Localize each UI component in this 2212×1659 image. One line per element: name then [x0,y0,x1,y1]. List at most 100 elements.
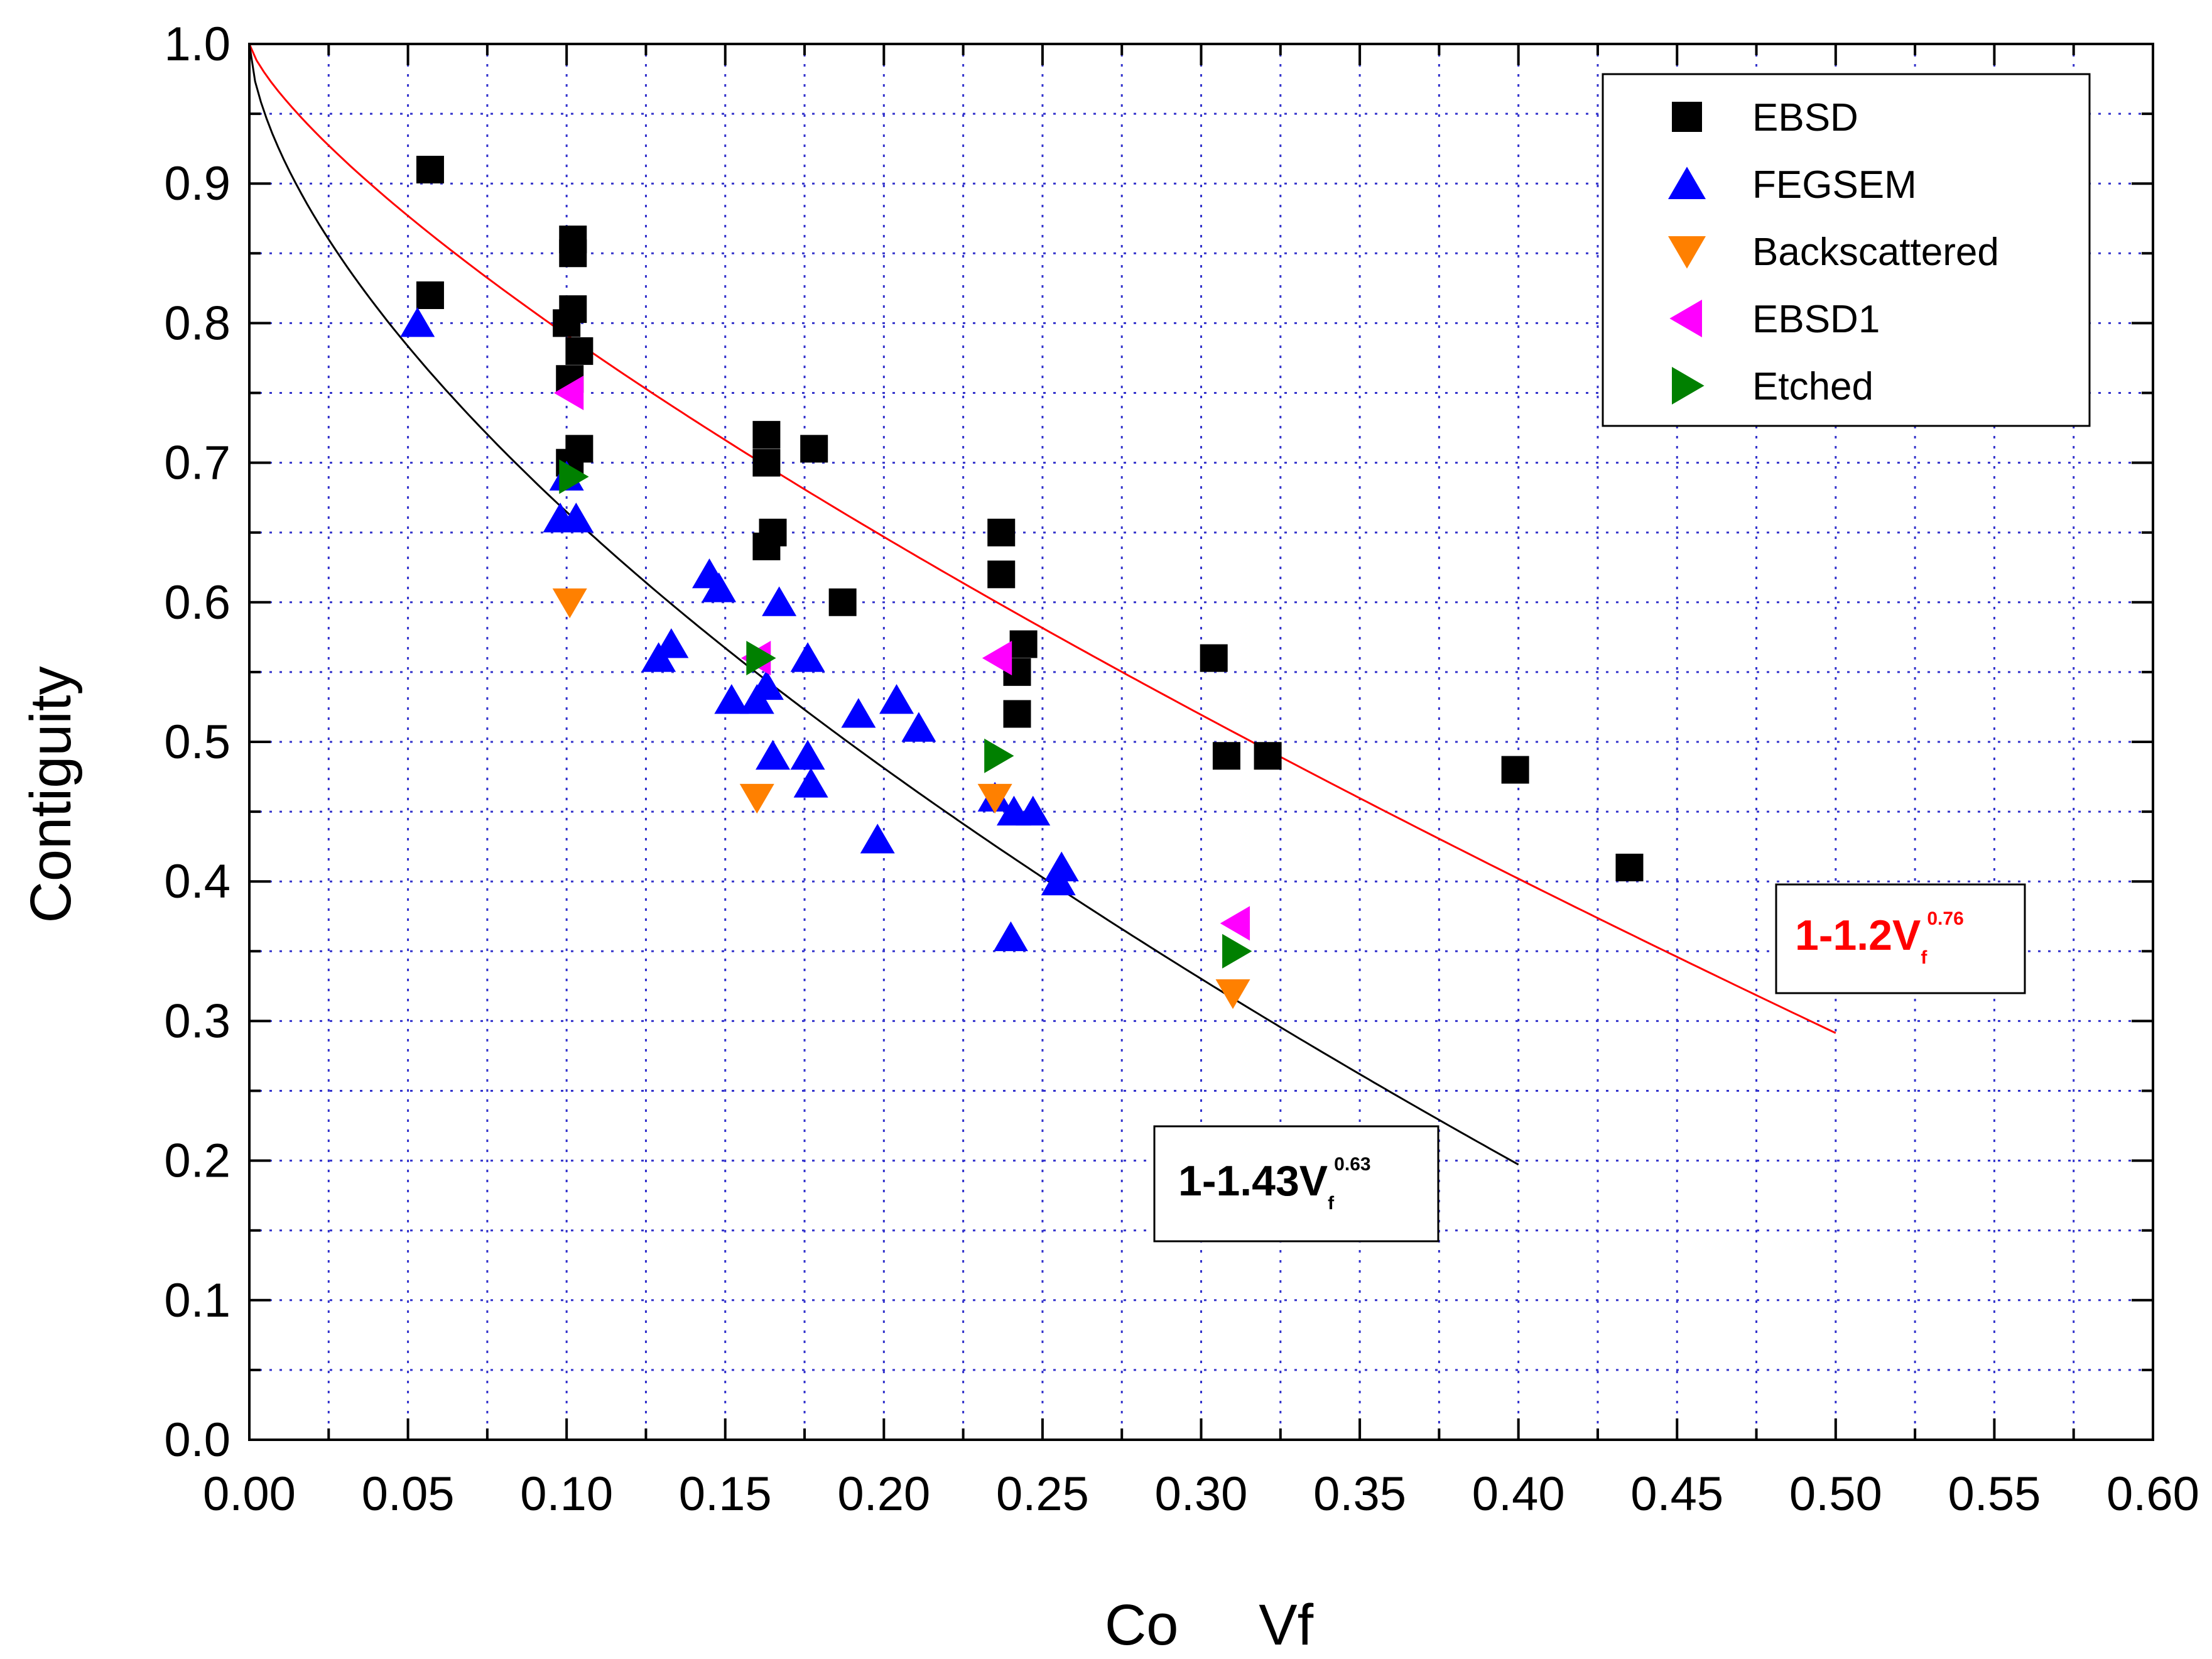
legend-label-etched: Etched [1752,365,1873,408]
red-fit-annotation: 1-1.2Vf0.76 [1775,883,2026,994]
x-tick-label: 0.10 [520,1467,613,1521]
legend-label-ebsd1: EBSD1 [1752,298,1880,341]
data-point-ebsd1 [553,376,584,410]
data-point-ebsd [1212,742,1240,770]
data-point-fegsem [400,307,435,337]
data-point-etched [1222,933,1252,969]
y-tick-label: 0.2 [164,1134,230,1188]
data-point-etched [559,459,589,494]
x-tick-label: 0.20 [837,1467,930,1521]
data-point-fegsem [1044,851,1079,881]
data-point-fegsem [790,642,825,672]
legend-marker-ebsd1 [1669,300,1702,337]
tick-labels: 0.00 0.05 0.10 0.15 0.20 0.25 0.30 0.35 0.40 0.45… [164,18,2199,1521]
x-tick-label: 0.55 [1948,1467,2041,1521]
data-point-fegsem [901,712,936,742]
y-tick-label: 0.1 [164,1274,230,1327]
x-tick-label: 0.60 [2106,1467,2199,1521]
red-fit-formula-sub: f [1921,947,1927,968]
data-point-backscattered [1215,979,1250,1009]
data-point-fegsem [993,921,1028,952]
black-fit-formula-sup: 0.63 [1334,1154,1370,1175]
legend-markers [1668,102,1706,405]
red-fit-curve [248,43,1836,1034]
x-tick-label: 0.05 [362,1467,455,1521]
data-points [400,155,1644,1009]
data-point-fegsem [558,503,594,533]
legend-marker-backscattered [1668,236,1706,269]
red-fit-formula-sup: 0.76 [1927,908,1963,929]
data-point-ebsd [553,309,581,337]
data-point-ebsd [416,155,444,183]
x-tick-label: 0.30 [1155,1467,1248,1521]
black-fit-formula: 1-1.43Vf 0.63 [1178,1154,1371,1214]
data-point-fegsem [702,572,737,602]
data-point-fegsem [654,628,689,658]
red-fit-formula: 1-1.2Vf0.76 [1795,908,1964,968]
y-tick-label: 0.4 [164,855,230,908]
data-point-etched [984,738,1014,773]
legend-label-backscattered: Backscattered [1752,231,1999,274]
data-point-ebsd [752,421,781,449]
data-point-fegsem [793,768,828,798]
data-point-ebsd [416,281,444,309]
data-point-ebsd [1615,853,1644,881]
x-tick-label: 0.50 [1789,1467,1882,1521]
data-point-backscattered [552,588,587,619]
x-tick-label: 0.25 [996,1467,1089,1521]
y-tick-label: 0.3 [164,994,230,1048]
black-fit-annotation: 1-1.43Vf 0.63 [1153,1125,1439,1243]
black-fit-formula-sub: f [1328,1193,1335,1214]
data-point-ebsd [987,560,1016,589]
y-tick-label: 0.9 [164,157,230,210]
red-fit-formula-main: 1-1.2V [1795,911,1921,959]
data-point-ebsd [800,435,828,463]
data-point-ebsd [752,532,781,560]
data-point-ebsd1 [1220,906,1250,941]
data-point-ebsd [1200,644,1228,672]
data-point-fegsem [762,586,797,616]
legend-marker-etched [1672,367,1705,405]
data-point-ebsd [828,588,857,616]
data-point-ebsd1 [982,641,1012,676]
black-fit-curve [248,43,1519,1166]
legend: EBSD FEGSEM Backscattered EBSD1 Etched [1602,73,2091,427]
axes [248,43,2154,1441]
black-fit-annotation-box [1153,1125,1439,1243]
data-point-ebsd [565,337,594,365]
y-tick-label: 0.7 [164,437,230,490]
data-point-fegsem [1041,865,1076,896]
data-point-backscattered [739,783,774,814]
data-point-fegsem [879,684,914,714]
data-point-fegsem [841,698,876,728]
y-axis-title: Contiguity [19,666,83,923]
data-point-ebsd [1003,700,1031,728]
legend-label-fegsem: FEGSEM [1752,163,1917,207]
y-tick-label: 0.8 [164,296,230,350]
black-fit-formula-main: 1-1.43V [1178,1157,1328,1205]
legend-marker-fegsem [1668,166,1706,199]
data-point-fegsem [714,684,749,714]
red-fit-annotation-box [1775,883,2026,994]
x-axis-title: Co Vf [1105,1593,1314,1657]
data-point-ebsd [752,449,781,477]
data-point-ebsd [1254,742,1282,770]
data-point-etched [746,641,776,676]
x-tick-label: 0.35 [1313,1467,1406,1521]
data-point-ebsd [1501,756,1529,784]
y-tick-label: 0.6 [164,576,230,629]
data-point-ebsd [559,239,587,268]
data-point-fegsem [1016,795,1051,826]
data-point-backscattered [977,783,1012,814]
legend-label-ebsd: EBSD [1752,96,1858,139]
x-tick-label: 0.15 [679,1467,772,1521]
x-tick-label: 0.45 [1630,1467,1723,1521]
data-point-ebsd [987,518,1016,547]
data-point-fegsem [790,739,825,770]
y-tick-label: 0.0 [164,1413,230,1467]
legend-marker-ebsd [1672,102,1702,132]
fit-curves [248,43,1836,1166]
data-point-ebsd [1009,630,1038,658]
data-point-fegsem [860,824,895,854]
